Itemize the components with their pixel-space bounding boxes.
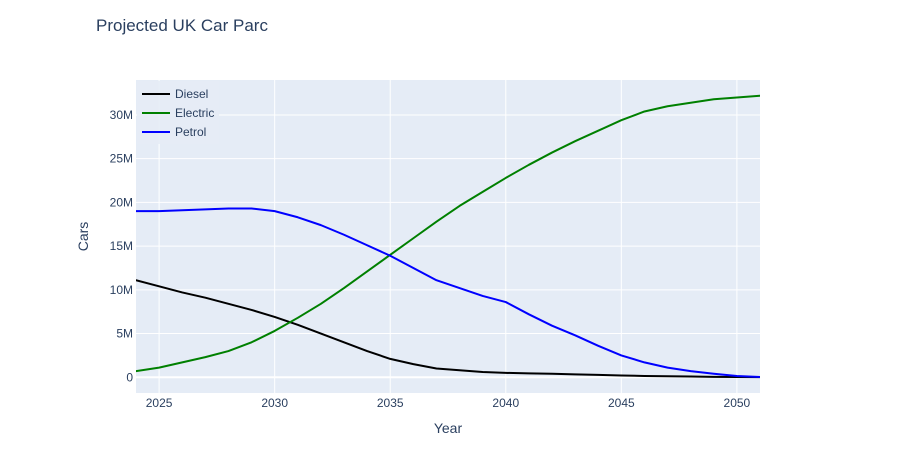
x-tick-label: 2030 [261, 396, 288, 410]
y-tick-label: 15M [110, 239, 133, 253]
series-lines [136, 94, 760, 379]
legend-item-petrol[interactable]: Petrol [142, 125, 206, 139]
y-tick-label: 30M [110, 108, 133, 122]
x-axis-title: Year [434, 420, 463, 436]
series-line-diesel[interactable] [136, 279, 760, 379]
legend-label: Petrol [175, 125, 206, 139]
x-tick-label: 2050 [724, 396, 751, 410]
axis-ticks: 2025 2030 2035 2040 2045 2050 0 5M 10M 15M 20M 25M 3… [110, 108, 751, 410]
legend-item-electric[interactable]: Electric [142, 106, 214, 120]
x-tick-label: 2035 [377, 396, 404, 410]
y-tick-label: 5M [116, 327, 133, 341]
y-tick-label: 20M [110, 195, 133, 209]
series-line-electric[interactable] [136, 94, 760, 373]
gridlines [136, 80, 760, 393]
x-tick-label: 2040 [492, 396, 519, 410]
legend-item-diesel[interactable]: Diesel [142, 87, 208, 101]
plot-area [136, 80, 760, 393]
x-tick-label: 2025 [146, 396, 173, 410]
y-tick-label: 25M [110, 152, 133, 166]
y-tick-label: 10M [110, 283, 133, 297]
legend-label: Electric [175, 106, 214, 120]
y-tick-label: 0 [126, 370, 133, 384]
series-line-petrol[interactable] [136, 207, 760, 378]
legend-label: Diesel [175, 87, 208, 101]
x-tick-label: 2045 [608, 396, 635, 410]
chart-title: Projected UK Car Parc [96, 16, 268, 35]
legend[interactable]: Diesel Electric Petrol [137, 81, 219, 144]
y-axis-title: Cars [75, 222, 91, 252]
